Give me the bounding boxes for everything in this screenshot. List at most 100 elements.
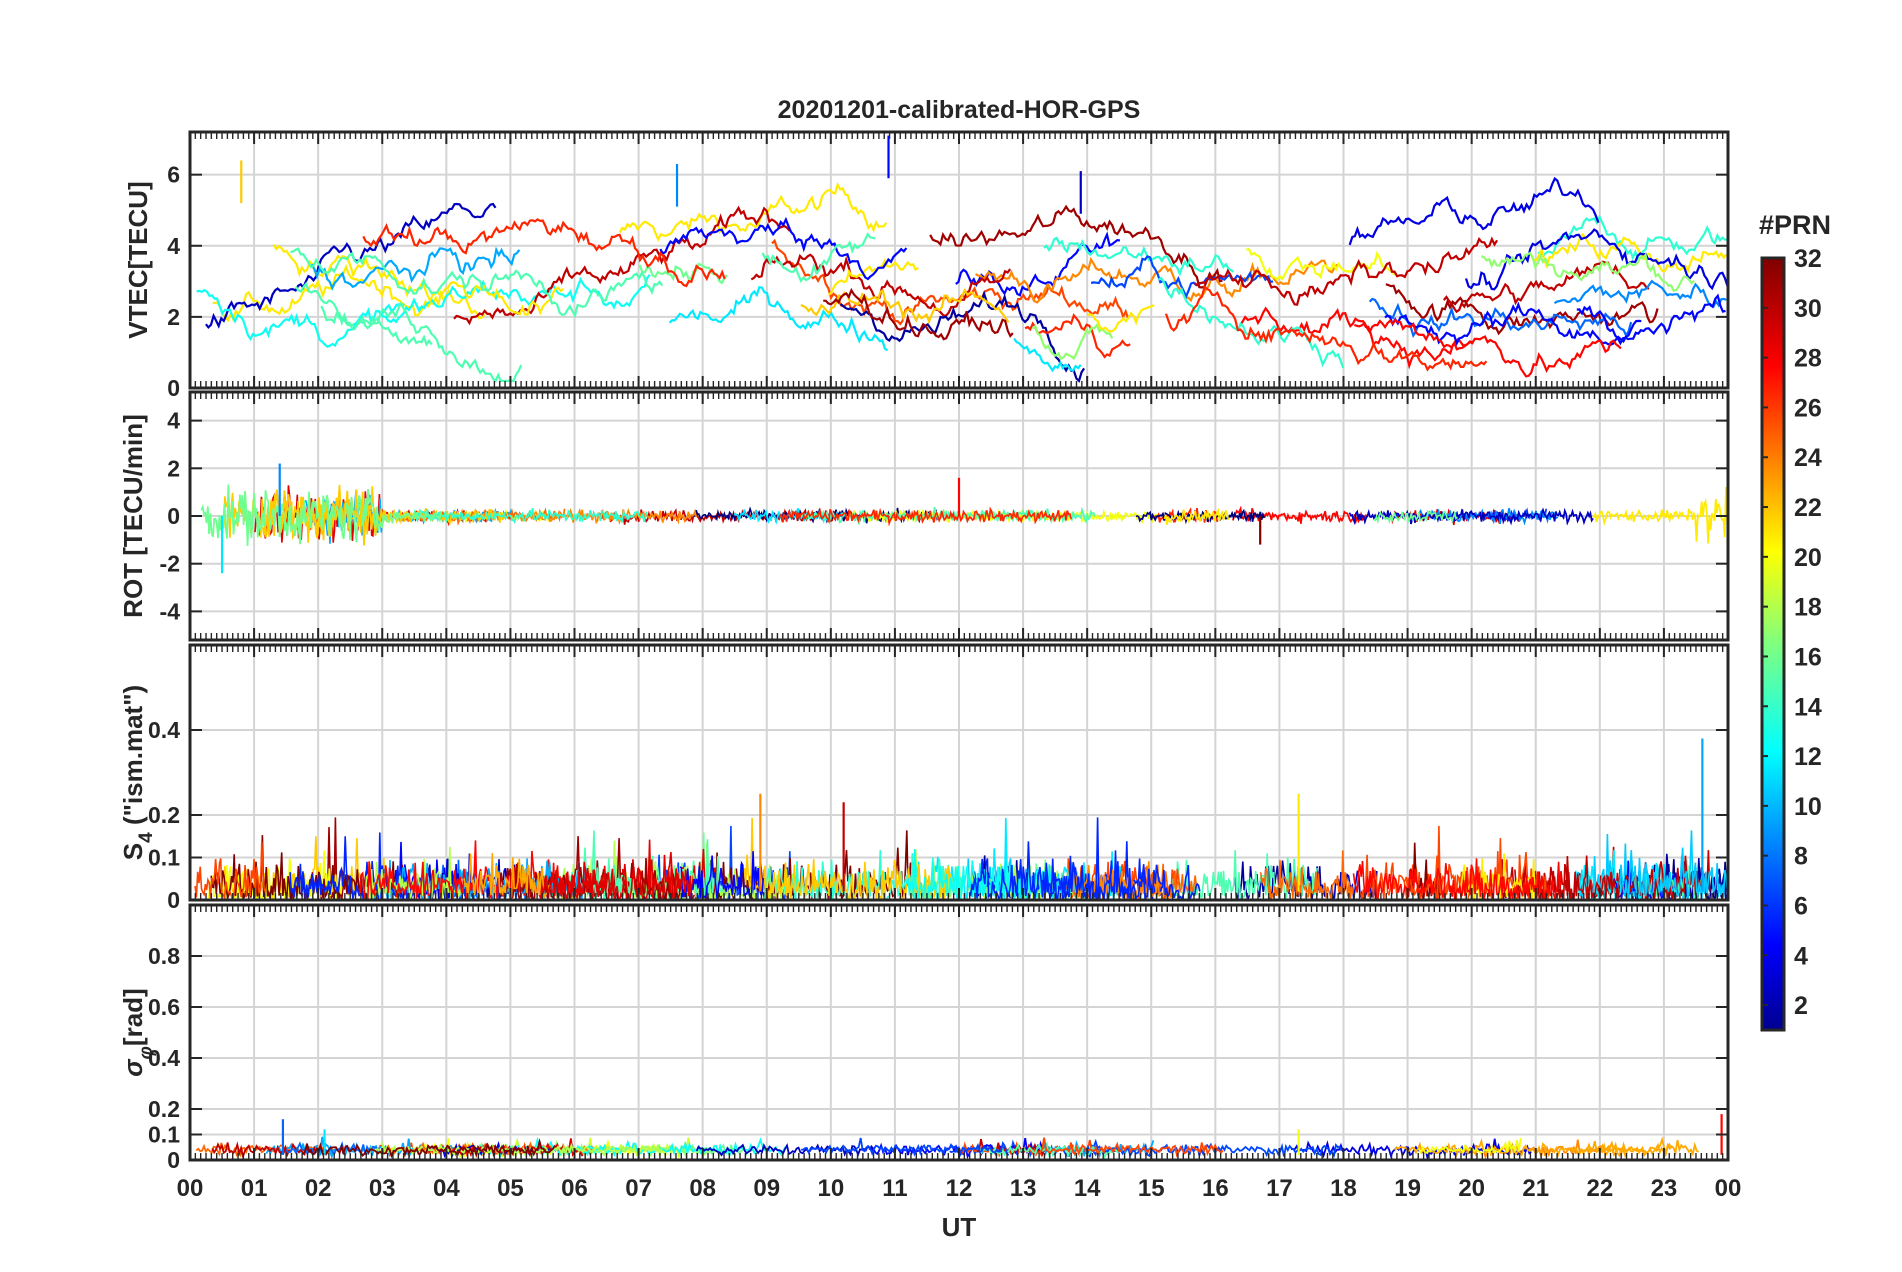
vtec-arc-prn-8 xyxy=(1368,297,1633,339)
colorbar-tick-label: 6 xyxy=(1794,892,1808,920)
vtec-arc-prn-21 xyxy=(1087,303,1155,333)
y-axis-label-s4: S4 ("ism.mat") xyxy=(118,685,157,860)
vtec-arc-prn-5 xyxy=(1384,301,1642,347)
y-tick-label: 0.1 xyxy=(148,845,180,871)
colorbar-tick-label: 2 xyxy=(1794,992,1808,1020)
vtec-arc-prn-14 xyxy=(1043,236,1235,277)
y-tick-label: 0.4 xyxy=(148,717,180,743)
rot-arc-prn-24 xyxy=(518,508,697,525)
x-tick-label: 00 xyxy=(1715,1175,1742,1202)
sigma-arc-prn-32 xyxy=(302,1137,556,1159)
colorbar-tick-label: 10 xyxy=(1794,793,1822,821)
rot-arc-prn-28 xyxy=(1232,505,1367,524)
s4-arc-prn-26 xyxy=(1359,825,1552,900)
y-tick-label: 6 xyxy=(167,162,180,188)
s4-arc-prn-26 xyxy=(194,841,267,900)
y-tick-label: 0.6 xyxy=(148,994,180,1020)
sigma-arc-prn-8 xyxy=(285,1141,377,1156)
x-tick-label: 19 xyxy=(1394,1175,1421,1202)
vtec-arc-prn-15 xyxy=(320,301,523,383)
y-tick-label: 2 xyxy=(167,455,180,481)
x-axis-label: UT xyxy=(942,1212,977,1242)
series-sigma_phi xyxy=(195,1114,1723,1160)
x-tick-label: 17 xyxy=(1266,1175,1293,1202)
vtec-arc-prn-15 xyxy=(290,247,664,319)
x-tick-label: 16 xyxy=(1202,1175,1229,1202)
y-tick-label: 0 xyxy=(167,375,180,401)
vtec-arc-prn-21 xyxy=(618,181,888,242)
colorbar-tick-label: 18 xyxy=(1794,594,1822,622)
rot-arc-prn-21 xyxy=(1592,487,1728,544)
x-tick-label: 04 xyxy=(433,1175,460,1202)
x-tick-label: 05 xyxy=(497,1175,524,1202)
y-tick-label: 0 xyxy=(167,1147,180,1173)
x-tick-label: 13 xyxy=(1010,1175,1037,1202)
panel-s4: 0 0.1 0.2 0.4S4 ("ism.mat") xyxy=(118,643,1730,913)
x-tick-label: 15 xyxy=(1138,1175,1165,1202)
rot-arc-prn-1 xyxy=(1135,508,1265,525)
s4-arc-prn-13 xyxy=(904,849,1044,900)
x-tick-label: 06 xyxy=(561,1175,588,1202)
y-axis-label-sigma_phi: σφ[rad] xyxy=(118,988,157,1076)
vtec-arc-prn-12 xyxy=(668,285,889,352)
x-tick-label: 18 xyxy=(1330,1175,1357,1202)
vtec-arc-prn-16 xyxy=(638,262,728,285)
x-tick-label: 10 xyxy=(817,1175,844,1202)
y-tick-label: 0 xyxy=(167,887,180,913)
sigma-arc-prn-4 xyxy=(1290,1138,1532,1160)
vtec-arc-prn-27 xyxy=(1024,313,1131,359)
vtec-arc-prn-2 xyxy=(839,290,1086,383)
panel-rot: -4 -2 0 2 4 ROT [TECU/min] xyxy=(118,390,1730,642)
panel-sigma_phi: 00.10.2 0.4 0.6 0.8 σφ[rad] xyxy=(118,903,1730,1173)
vtec-arc-prn-12 xyxy=(1013,337,1082,373)
rot-arc-prn-27 xyxy=(778,506,1072,527)
vtec-arc-prn-28 xyxy=(1353,318,1622,378)
sigma-arc-prn-7 xyxy=(800,1137,1010,1158)
vtec-arc-prn-14 xyxy=(1157,276,1345,369)
x-tick-label: 01 xyxy=(241,1175,268,1202)
axes-frame-s4 xyxy=(188,643,1730,902)
vtec-arc-prn-3 xyxy=(205,202,497,330)
vtec-arc-prn-5 xyxy=(1576,293,1726,346)
vtec-arc-prn-14 xyxy=(1537,214,1728,261)
colorbar-tick-label: 30 xyxy=(1794,295,1822,323)
vtec-arc-prn-21 xyxy=(212,263,486,323)
y-tick-label: 0.2 xyxy=(148,802,180,828)
x-tick-label: 08 xyxy=(689,1175,716,1202)
colorbar-tick-label: 8 xyxy=(1794,843,1808,871)
s4-arc-prn-29 xyxy=(539,861,618,900)
y-tick-label: 4 xyxy=(167,408,180,434)
y-axis-label-vtec: VTEC[TECU] xyxy=(123,181,153,338)
vtec-arc-prn-31 xyxy=(929,204,1223,289)
vtec-arc-prn-17 xyxy=(1480,251,1695,292)
vtec-arc-prn-17 xyxy=(1031,322,1114,361)
rot-arc-prn-16 xyxy=(200,484,442,547)
series-vtec xyxy=(196,135,1728,383)
sigma-arc-prn-26 xyxy=(1038,1137,1224,1158)
colorbar-tick-label: 12 xyxy=(1794,743,1822,771)
vtec-arc-prn-9 xyxy=(1553,279,1727,308)
sigma-arc-prn-3 xyxy=(695,1142,875,1157)
vtec-arc-prn-30 xyxy=(1442,260,1650,314)
colorbar-tick-label: 28 xyxy=(1794,345,1822,373)
colorbar-ramp xyxy=(1762,258,1784,1030)
x-tick-label: 20 xyxy=(1458,1175,1485,1202)
x-tick-labels: 00 01 02 03 04 05 06 07 08 09 10 11 12 13 14 15 16 17 18 19… xyxy=(177,1175,1742,1202)
vtec-arc-prn-4 xyxy=(1464,228,1728,291)
vtec-arc-prn-21 xyxy=(1530,232,1728,274)
x-tick-label: 09 xyxy=(753,1175,780,1202)
x-tick-label: 21 xyxy=(1522,1175,1549,1202)
vtec-arc-prn-30 xyxy=(453,205,791,326)
y-tick-label: -4 xyxy=(160,598,181,624)
x-tick-label: 07 xyxy=(625,1175,652,1202)
x-tick-label: 14 xyxy=(1074,1175,1101,1202)
x-tick-label: 11 xyxy=(882,1175,907,1202)
s4-arc-prn-6 xyxy=(289,832,414,900)
colorbar-tick-label: 32 xyxy=(1794,245,1822,273)
vtec-arc-prn-21 xyxy=(827,257,919,296)
x-tick-label: 22 xyxy=(1586,1175,1613,1202)
s4-arc-prn-28 xyxy=(1352,858,1562,900)
rot-arc-prn-21 xyxy=(1163,507,1230,525)
